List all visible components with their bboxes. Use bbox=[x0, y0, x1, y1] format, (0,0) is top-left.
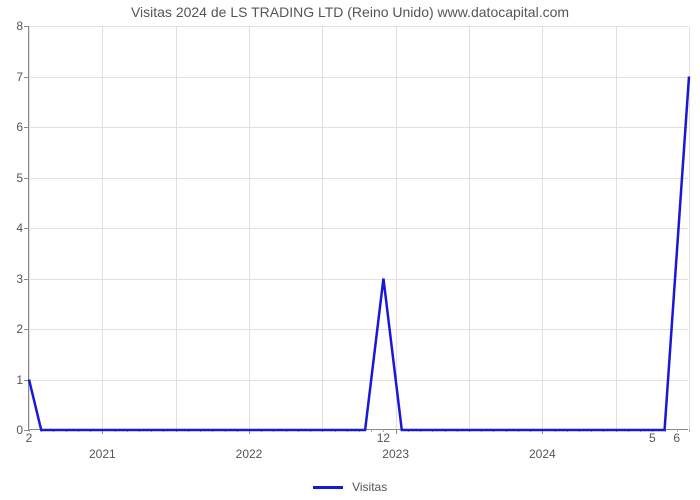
x-tick-extra-label: 12 bbox=[377, 429, 390, 445]
x-tick-label: 2022 bbox=[236, 429, 263, 461]
series-line bbox=[29, 77, 689, 431]
plot-area: 012345678202120222023202421256 bbox=[28, 26, 688, 430]
legend: Visitas bbox=[0, 480, 700, 494]
legend-swatch bbox=[313, 486, 343, 489]
chart-title: Visitas 2024 de LS TRADING LTD (Reino Un… bbox=[0, 4, 700, 20]
x-tick-extra-label: 6 bbox=[673, 429, 680, 445]
chart-container: Visitas 2024 de LS TRADING LTD (Reino Un… bbox=[0, 0, 700, 500]
x-tick-label: 2021 bbox=[89, 429, 116, 461]
line-layer bbox=[29, 26, 689, 430]
x-tick-label: 2024 bbox=[529, 429, 556, 461]
x-tick-minor bbox=[689, 429, 690, 432]
x-tick-extra-label: 2 bbox=[26, 429, 33, 445]
x-tick-extra-label: 5 bbox=[649, 429, 656, 445]
legend-label: Visitas bbox=[352, 480, 387, 494]
